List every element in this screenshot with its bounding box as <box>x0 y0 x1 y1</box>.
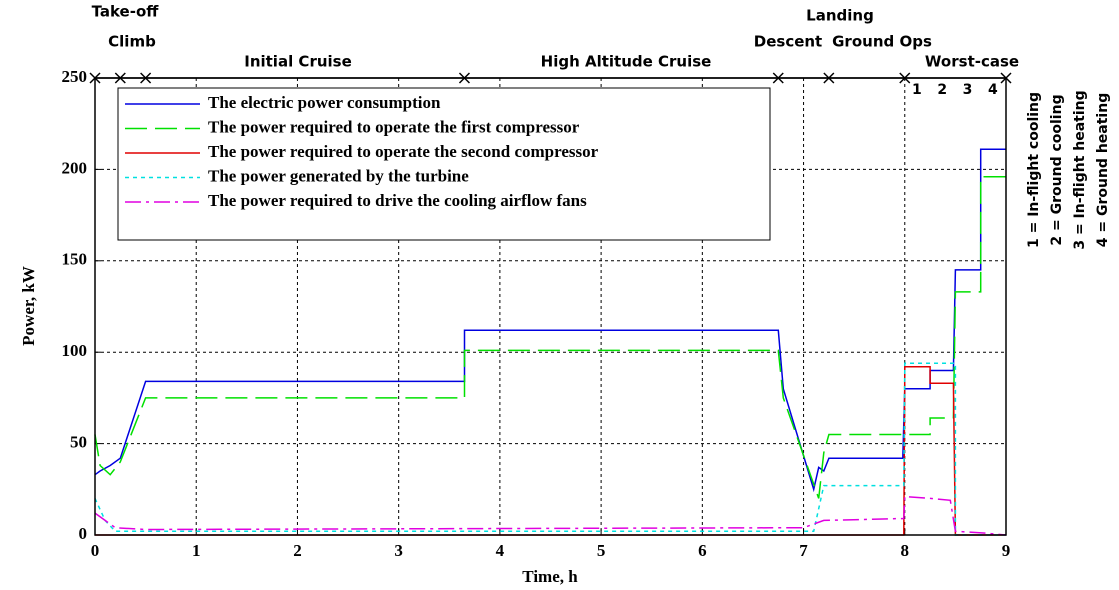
case-legend: 1 = In-flight cooling <box>1026 92 1042 248</box>
phase-label: Take-off <box>92 3 160 21</box>
case-legend: 2 = Ground cooling <box>1049 94 1065 245</box>
phase-label: Landing <box>806 7 874 25</box>
legend-label: The power generated by the turbine <box>208 166 469 185</box>
x-tick-label: 3 <box>394 541 403 560</box>
y-axis-label: Power, kW <box>19 266 38 346</box>
x-tick-label: 5 <box>597 541 606 560</box>
phase-label: High Altitude Cruise <box>541 53 712 71</box>
y-tick-label: 0 <box>79 524 88 543</box>
phase-label: Descent <box>754 33 822 51</box>
legend-label: The power required to drive the cooling … <box>208 191 587 210</box>
y-tick-label: 200 <box>62 158 88 177</box>
legend-label: The power required to operate the first … <box>208 117 580 136</box>
series-line <box>94 495 1007 536</box>
case-label: 3 <box>963 82 973 98</box>
case-legend: 4 = Ground heating <box>1095 93 1111 247</box>
legend-box <box>117 87 771 241</box>
x-axis-label: Time, h <box>522 567 578 586</box>
x-tick-label: 4 <box>496 541 505 560</box>
phase-label: Worst-case <box>925 53 1019 71</box>
series-line <box>94 362 1006 536</box>
x-tick-label: 0 <box>91 541 100 560</box>
case-label: 2 <box>937 82 947 98</box>
y-tick-label: 100 <box>62 341 88 360</box>
y-tick-label: 250 <box>62 67 88 86</box>
x-tick-label: 2 <box>293 541 302 560</box>
legend-label: The electric power consumption <box>208 93 441 112</box>
plot-frame <box>94 77 1007 536</box>
x-tick-label: 7 <box>799 541 808 560</box>
y-tick-label: 50 <box>70 433 87 452</box>
phase-label: Ground Ops <box>832 33 932 51</box>
x-tick-label: 1 <box>192 541 201 560</box>
case-legend: 3 = In-flight heating <box>1072 90 1088 249</box>
case-label: 1 <box>912 82 922 98</box>
x-tick-label: 8 <box>901 541 910 560</box>
phase-label: Initial Cruise <box>244 53 352 71</box>
y-tick-label: 150 <box>62 250 88 269</box>
case-label: 4 <box>988 82 998 98</box>
series-line <box>94 175 1006 499</box>
legend-label: The power required to operate the second… <box>208 142 599 161</box>
x-tick-label: 6 <box>698 541 707 560</box>
phase-label: Climb <box>108 33 156 51</box>
x-tick-label: 9 <box>1002 541 1011 560</box>
